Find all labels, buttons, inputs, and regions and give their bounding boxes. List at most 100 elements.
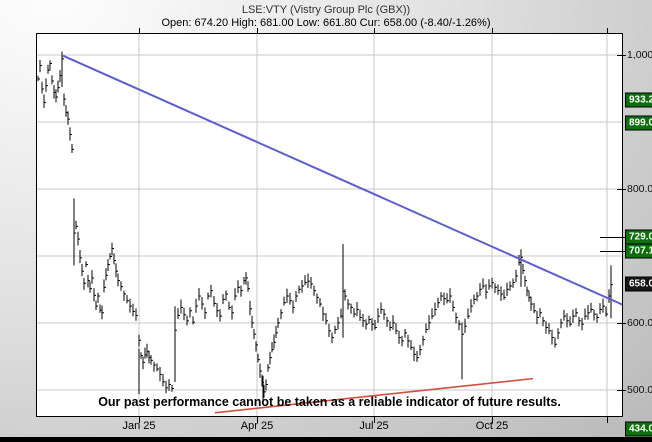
x-axis-label: Jul 25 <box>359 420 389 432</box>
close-tick <box>60 75 62 77</box>
close-tick <box>531 303 533 305</box>
close-tick <box>136 314 138 316</box>
close-tick <box>444 298 446 300</box>
x-axis-label: Apr 25 <box>240 420 274 432</box>
close-tick <box>423 339 425 341</box>
y-axis-tick <box>617 55 626 56</box>
close-tick <box>393 322 395 324</box>
close-tick <box>100 309 102 311</box>
close-tick <box>172 387 174 389</box>
close-tick <box>345 295 347 297</box>
close-tick <box>521 256 523 258</box>
close-tick <box>296 295 298 297</box>
close-tick <box>432 315 434 317</box>
close-tick <box>363 320 365 322</box>
close-tick <box>594 313 596 315</box>
close-tick <box>573 315 575 317</box>
close-tick <box>335 329 337 331</box>
close-tick <box>48 69 50 71</box>
close-tick <box>202 303 204 305</box>
close-tick <box>121 286 123 288</box>
close-tick <box>357 308 359 310</box>
close-tick <box>293 306 295 308</box>
close-tick <box>534 310 536 312</box>
price-chart-canvas <box>37 34 622 416</box>
close-tick <box>609 295 611 297</box>
close-tick <box>495 286 497 288</box>
close-tick <box>62 58 64 60</box>
close-tick <box>250 308 252 310</box>
close-tick <box>453 306 455 308</box>
close-tick <box>96 305 98 307</box>
close-tick <box>199 295 201 297</box>
close-tick <box>114 260 116 262</box>
close-tick <box>235 295 237 297</box>
close-tick <box>211 290 213 292</box>
close-tick <box>268 367 270 369</box>
close-tick <box>226 293 228 295</box>
close-tick <box>564 315 566 317</box>
close-tick <box>290 300 292 302</box>
x-axis-tick-bottom <box>607 417 608 423</box>
close-tick <box>429 322 431 324</box>
close-tick <box>88 280 90 282</box>
close-tick <box>501 293 503 295</box>
close-tick <box>127 300 129 302</box>
close-tick <box>94 294 96 296</box>
close-tick <box>516 275 518 277</box>
close-tick <box>558 332 560 334</box>
close-tick <box>332 337 334 339</box>
close-tick <box>223 298 225 300</box>
close-tick <box>360 316 362 318</box>
close-tick <box>110 256 112 257</box>
plot-area[interactable] <box>36 33 623 417</box>
close-tick <box>611 284 613 286</box>
close-tick <box>519 262 521 264</box>
close-tick <box>320 303 322 305</box>
close-tick <box>317 296 319 298</box>
close-tick <box>175 329 177 331</box>
close-tick <box>600 308 602 310</box>
close-tick <box>149 357 151 359</box>
close-tick <box>537 316 539 318</box>
close-tick <box>384 313 386 315</box>
close-tick <box>468 315 470 317</box>
close-tick <box>513 282 515 284</box>
close-tick <box>208 295 210 297</box>
close-tick <box>302 285 304 287</box>
close-tick <box>64 98 66 100</box>
close-tick <box>54 91 56 93</box>
close-tick <box>241 290 243 292</box>
close-tick <box>549 330 551 332</box>
close-tick <box>354 313 356 315</box>
close-tick <box>82 270 84 272</box>
close-tick <box>284 302 286 304</box>
close-tick <box>190 310 192 312</box>
close-tick <box>567 320 569 322</box>
close-tick <box>98 295 100 297</box>
close-tick <box>46 85 48 87</box>
close-tick <box>116 270 118 272</box>
close-tick <box>369 318 371 320</box>
close-tick <box>254 333 256 335</box>
close-tick <box>108 264 110 266</box>
close-tick <box>287 295 289 297</box>
x-axis-tick-top <box>257 28 258 33</box>
close-tick <box>546 327 548 329</box>
close-tick <box>462 333 464 335</box>
y-axis-label: 1,000 <box>627 49 652 61</box>
close-tick <box>256 344 258 346</box>
close-tick <box>390 327 392 329</box>
close-tick <box>597 316 599 318</box>
close-tick <box>523 270 525 272</box>
close-tick <box>408 340 410 342</box>
close-tick <box>405 332 407 334</box>
close-tick <box>323 313 325 315</box>
price-badge-7290: 729.0 <box>625 229 652 245</box>
close-tick <box>102 312 104 314</box>
close-tick <box>56 96 58 98</box>
close-tick <box>529 296 531 298</box>
close-tick <box>603 305 605 307</box>
close-tick <box>118 280 120 282</box>
close-tick <box>145 354 147 356</box>
